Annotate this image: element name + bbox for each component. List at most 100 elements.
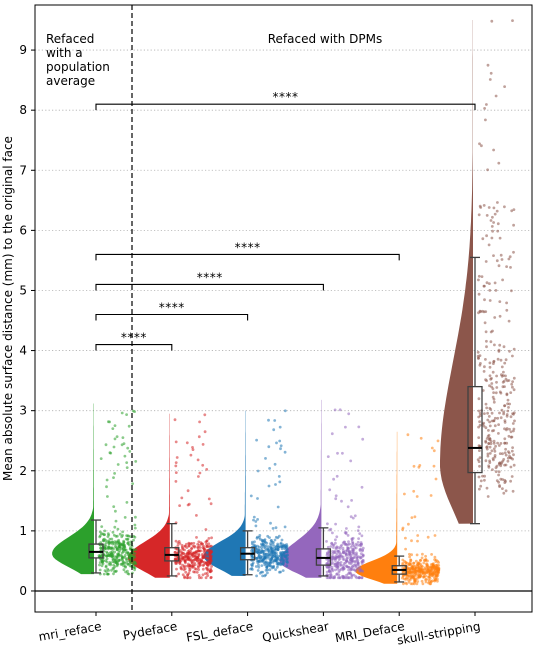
data-point bbox=[493, 449, 497, 453]
data-point bbox=[421, 552, 424, 556]
x-tick-label: mri_reface bbox=[37, 619, 102, 644]
data-point bbox=[512, 347, 516, 351]
data-point bbox=[477, 436, 481, 439]
data-point bbox=[192, 541, 196, 545]
data-point bbox=[476, 350, 480, 354]
data-point bbox=[255, 574, 258, 578]
data-point bbox=[270, 539, 273, 542]
data-point bbox=[117, 559, 121, 563]
data-point bbox=[488, 445, 492, 449]
data-point bbox=[204, 572, 207, 575]
data-point bbox=[493, 212, 497, 216]
data-point bbox=[345, 527, 348, 530]
data-point bbox=[258, 571, 262, 575]
data-point bbox=[333, 568, 337, 572]
data-point bbox=[127, 424, 131, 428]
data-point bbox=[352, 563, 356, 567]
data-point bbox=[346, 547, 350, 550]
data-point bbox=[509, 391, 513, 394]
data-point bbox=[209, 502, 213, 506]
data-point bbox=[492, 400, 496, 404]
data-point bbox=[478, 420, 481, 424]
data-point bbox=[488, 374, 492, 378]
data-point bbox=[512, 250, 515, 254]
box-skull-stripping bbox=[467, 385, 483, 474]
data-point bbox=[116, 463, 120, 466]
data-point bbox=[209, 556, 213, 560]
data-point bbox=[489, 219, 493, 222]
data-point bbox=[274, 547, 278, 551]
region-label-dpms: Refaced with DPMs bbox=[268, 32, 383, 46]
data-point bbox=[484, 260, 488, 263]
data-point bbox=[267, 418, 270, 422]
data-point bbox=[436, 439, 440, 443]
data-point bbox=[477, 311, 480, 315]
data-point bbox=[210, 536, 214, 540]
data-point bbox=[494, 391, 498, 395]
data-point bbox=[362, 554, 365, 557]
data-point bbox=[511, 354, 514, 358]
data-point bbox=[128, 562, 132, 566]
data-point bbox=[354, 553, 357, 557]
data-point bbox=[477, 274, 481, 278]
data-point bbox=[424, 554, 427, 558]
data-point bbox=[509, 479, 512, 483]
data-point bbox=[251, 561, 255, 565]
data-point bbox=[356, 555, 360, 559]
data-point bbox=[201, 556, 205, 559]
data-point bbox=[118, 532, 122, 536]
data-point bbox=[338, 556, 342, 560]
data-point bbox=[349, 545, 353, 549]
data-point bbox=[478, 487, 481, 491]
data-point bbox=[107, 569, 110, 572]
data-point bbox=[489, 71, 493, 75]
data-point bbox=[486, 168, 489, 172]
data-point bbox=[492, 254, 495, 257]
data-point bbox=[502, 491, 506, 495]
data-point bbox=[261, 558, 265, 562]
data-point bbox=[270, 556, 274, 559]
data-point bbox=[358, 532, 362, 535]
data-point bbox=[497, 480, 500, 484]
data-point bbox=[205, 556, 209, 560]
data-point bbox=[407, 522, 410, 526]
data-point bbox=[498, 484, 501, 487]
data-point bbox=[350, 573, 354, 577]
data-point bbox=[434, 477, 438, 481]
data-point bbox=[433, 534, 437, 537]
data-point bbox=[512, 388, 516, 392]
data-point bbox=[274, 568, 277, 571]
data-point bbox=[436, 567, 440, 571]
data-point bbox=[492, 442, 496, 445]
data-point bbox=[508, 349, 511, 353]
data-point bbox=[278, 439, 282, 443]
data-point bbox=[495, 209, 499, 213]
data-point bbox=[488, 365, 492, 369]
data-point bbox=[121, 530, 124, 534]
data-point bbox=[325, 540, 328, 543]
data-point bbox=[485, 437, 489, 440]
data-point bbox=[343, 576, 346, 580]
data-point bbox=[492, 458, 495, 462]
significance-bracket bbox=[95, 253, 400, 261]
significance-label: **** bbox=[197, 270, 223, 284]
data-point bbox=[114, 570, 117, 573]
data-point bbox=[506, 456, 510, 460]
data-point bbox=[328, 488, 332, 492]
data-point bbox=[185, 441, 189, 445]
data-point bbox=[492, 391, 495, 394]
data-point bbox=[258, 537, 262, 541]
data-point bbox=[507, 379, 511, 382]
data-point bbox=[109, 551, 113, 554]
data-point bbox=[361, 549, 364, 553]
data-point bbox=[197, 540, 201, 544]
data-point bbox=[507, 319, 511, 323]
data-point bbox=[120, 535, 124, 539]
data-point bbox=[487, 429, 490, 432]
data-point bbox=[415, 495, 419, 498]
data-point bbox=[249, 567, 253, 571]
y-tick-label: 4 bbox=[19, 344, 27, 358]
data-point bbox=[485, 486, 489, 490]
data-point bbox=[190, 566, 194, 569]
data-point bbox=[485, 281, 489, 285]
